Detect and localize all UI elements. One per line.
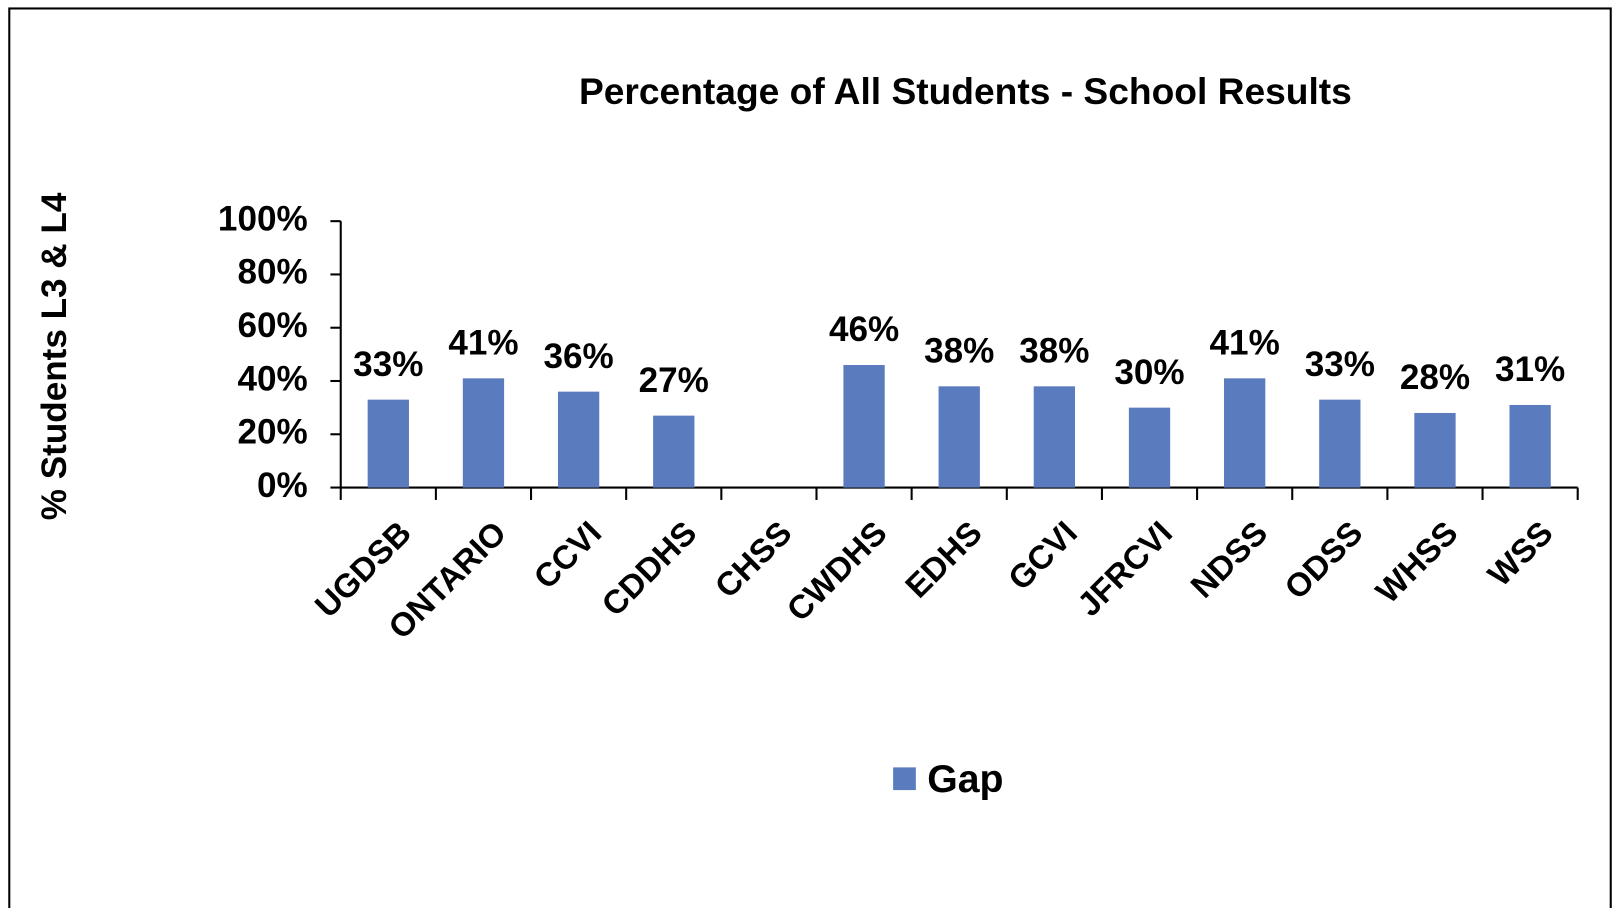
bar — [557, 391, 600, 488]
data-label: 33% — [353, 345, 423, 384]
bar — [367, 399, 409, 488]
y-tick-label: 40% — [237, 359, 307, 398]
data-label: 38% — [924, 332, 994, 371]
legend-swatch — [893, 767, 916, 791]
bar — [1128, 407, 1171, 488]
bar — [462, 378, 505, 488]
bar — [1319, 399, 1361, 488]
data-label: 30% — [1114, 353, 1184, 392]
bar — [1224, 378, 1266, 488]
data-label: 33% — [1305, 345, 1375, 384]
data-label: 41% — [448, 324, 518, 363]
y-tick-label: 100% — [218, 199, 308, 238]
data-label: 46% — [829, 310, 899, 349]
data-label: 28% — [1400, 358, 1470, 397]
bar — [653, 415, 695, 488]
data-label: 31% — [1495, 350, 1565, 389]
data-label: 27% — [639, 361, 709, 400]
bar — [938, 386, 980, 488]
bar — [843, 365, 885, 488]
legend-label: Gap — [927, 757, 1003, 801]
data-label: 38% — [1019, 332, 1089, 371]
data-label: 41% — [1210, 324, 1280, 363]
y-tick-label: 60% — [237, 306, 307, 345]
chart-title: Percentage of All Students - School Resu… — [579, 70, 1352, 112]
bar — [1509, 404, 1551, 488]
data-label: 36% — [543, 337, 613, 376]
chart-border — [8, 7, 1612, 908]
bar — [1414, 412, 1456, 488]
y-tick-label: 0% — [257, 466, 308, 505]
y-tick-label: 80% — [237, 253, 307, 292]
y-tick-label: 20% — [237, 413, 307, 452]
bar — [1033, 386, 1076, 488]
y-axis-label: % Students L3 & L4 — [35, 192, 74, 520]
